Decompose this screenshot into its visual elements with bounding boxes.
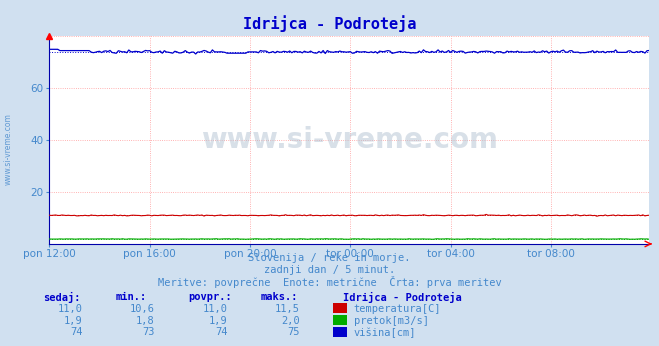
Text: 75: 75: [287, 327, 300, 337]
Text: www.si-vreme.com: www.si-vreme.com: [201, 126, 498, 154]
Text: 74: 74: [215, 327, 227, 337]
Text: 1,8: 1,8: [136, 316, 155, 326]
Text: www.si-vreme.com: www.si-vreme.com: [3, 113, 13, 185]
Text: min.:: min.:: [115, 292, 146, 302]
Text: 2,0: 2,0: [281, 316, 300, 326]
Text: Idrijca - Podroteja: Idrijca - Podroteja: [243, 16, 416, 33]
Text: povpr.:: povpr.:: [188, 292, 231, 302]
Text: Meritve: povprečne  Enote: metrične  Črta: prva meritev: Meritve: povprečne Enote: metrične Črta:…: [158, 276, 501, 288]
Text: temperatura[C]: temperatura[C]: [354, 304, 442, 314]
Text: zadnji dan / 5 minut.: zadnji dan / 5 minut.: [264, 265, 395, 275]
Text: pretok[m3/s]: pretok[m3/s]: [354, 316, 429, 326]
Text: 10,6: 10,6: [130, 304, 155, 314]
Text: maks.:: maks.:: [260, 292, 298, 302]
Text: 1,9: 1,9: [209, 316, 227, 326]
Text: 11,0: 11,0: [202, 304, 227, 314]
Text: 1,9: 1,9: [64, 316, 82, 326]
Text: 73: 73: [142, 327, 155, 337]
Text: Slovenija / reke in morje.: Slovenija / reke in morje.: [248, 253, 411, 263]
Text: 74: 74: [70, 327, 82, 337]
Text: 11,5: 11,5: [275, 304, 300, 314]
Text: višina[cm]: višina[cm]: [354, 327, 416, 338]
Text: 11,0: 11,0: [57, 304, 82, 314]
Text: sedaj:: sedaj:: [43, 292, 80, 303]
Text: Idrijca - Podroteja: Idrijca - Podroteja: [343, 292, 461, 303]
